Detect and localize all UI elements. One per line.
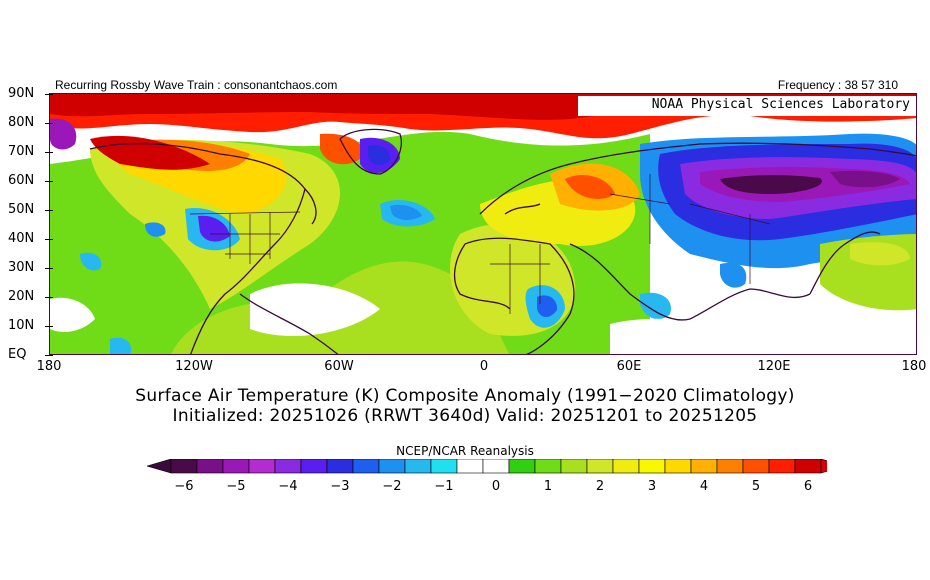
noaa-label-box: NOAA Physical Sciences Laboratory (578, 96, 916, 116)
colorbar-swatch (456, 459, 484, 474)
lon-label-120e: 120E (757, 359, 791, 374)
title-line-1: Surface Air Temperature (K) Composite An… (135, 386, 795, 406)
colorbar-swatch (274, 459, 302, 474)
colorbar-swatch (508, 459, 536, 474)
lon-label-180e: 180 (901, 359, 927, 374)
colorbar-tick-label: 4 (699, 479, 709, 494)
anomaly-map-graphic (50, 94, 916, 354)
colorbar-swatch (352, 459, 380, 474)
colorbar-tick-label: −5 (226, 479, 246, 494)
colorbar-tick-label: −6 (174, 479, 194, 494)
colorbar-swatch (300, 459, 328, 474)
colorbar-swatch (664, 459, 692, 474)
noaa-label: NOAA Physical Sciences Laboratory (651, 97, 910, 112)
colorbar-swatch (248, 459, 276, 474)
colorbar-swatch (560, 459, 588, 474)
lat-label-eq: EQ (8, 348, 53, 362)
colorbar-tick-label: 0 (491, 479, 501, 494)
colorbar-arrow-low (147, 459, 172, 474)
lon-label-60w: 60W (324, 359, 354, 374)
colorbar-swatch (794, 459, 822, 474)
colorbar (147, 459, 827, 474)
colorbar-swatch (326, 459, 354, 474)
colorbar-tick-label: −1 (434, 479, 454, 494)
header-frequency-text: Frequency : 38 57 310 (777, 78, 898, 92)
colorbar-swatch (690, 459, 718, 474)
lat-label-10n: 10N (8, 319, 53, 333)
anomaly-map (49, 93, 917, 355)
lat-label-40n: 40N (8, 232, 53, 246)
colorbar-swatch (482, 459, 510, 474)
colorbar-swatch (222, 459, 250, 474)
colorbar-tick-label: 1 (543, 479, 553, 494)
lon-label-60e: 60E (616, 359, 642, 374)
colorbar-swatch (196, 459, 224, 474)
lat-label-90n: 90N (8, 87, 53, 101)
colorbar-tick-label: −4 (278, 479, 298, 494)
colorbar-swatch (378, 459, 406, 474)
lon-label-120w: 120W (175, 359, 213, 374)
lat-label-70n: 70N (8, 145, 53, 159)
lon-label-0: 0 (479, 359, 489, 374)
colorbar-swatch (768, 459, 796, 474)
colorbar-swatch (404, 459, 432, 474)
colorbar-tick-label: 3 (647, 479, 657, 494)
colorbar-swatch (612, 459, 640, 474)
colorbar-tick-label: 6 (803, 479, 813, 494)
colorbar-swatch (430, 459, 458, 474)
colorbar-tick-label: 5 (751, 479, 761, 494)
colorbar-swatch (170, 459, 198, 474)
colorbar-swatch (716, 459, 744, 474)
lat-label-80n: 80N (8, 116, 53, 130)
colorbar-swatch (534, 459, 562, 474)
colorbar-swatch (586, 459, 614, 474)
colorbar-swatch (638, 459, 666, 474)
lat-label-30n: 30N (8, 261, 53, 275)
colorbar-swatch (742, 459, 770, 474)
colorbar-tick-label: 2 (595, 479, 605, 494)
title-line-2: Initialized: 20251026 (RRWT 3640d) Valid… (172, 406, 758, 426)
colorbar-tick-label: −2 (382, 479, 402, 494)
colorbar-label: NCEP/NCAR Reanalysis (396, 444, 534, 458)
lon-label-180w: 180 (36, 359, 62, 374)
colorbar-arrow-high (820, 459, 827, 474)
colorbar-tick-label: −3 (330, 479, 350, 494)
lat-label-60n: 60N (8, 174, 53, 188)
header-source-text: Recurring Rossby Wave Train : consonantc… (55, 78, 338, 92)
lat-label-50n: 50N (8, 203, 53, 217)
lat-label-20n: 20N (8, 290, 53, 304)
